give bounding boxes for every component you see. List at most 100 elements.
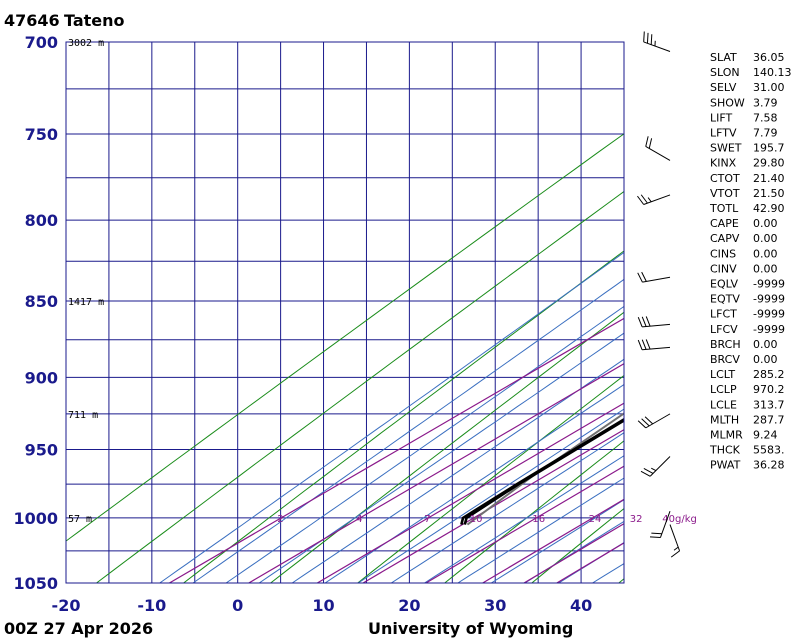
station-id: 47646 <box>4 11 60 30</box>
index-key: CINS <box>710 247 736 260</box>
barb-flag <box>637 420 647 429</box>
mixing-ratio-line <box>482 498 624 583</box>
stability-index-table: SLAT 36.05 SLON 140.13 SELV 31.00 SHOW 3.79 LIFT… <box>709 51 792 472</box>
index-value: 21.40 <box>753 172 785 185</box>
wind-barb <box>643 31 671 52</box>
barb-shaft <box>645 413 671 429</box>
index-value: 21.50 <box>753 187 785 200</box>
moist-adiabat <box>159 251 624 583</box>
temperature-tick-label: 10 <box>312 596 334 615</box>
height-label: 3002 m <box>68 38 104 49</box>
barb-shaft <box>669 524 681 552</box>
temperature-tick-label: -20 <box>52 596 81 615</box>
index-key: CAPV <box>710 232 740 245</box>
mixing-ratio-label: 7 <box>424 514 430 525</box>
moist-adiabat <box>291 358 624 583</box>
data-source: University of Wyoming <box>368 619 573 638</box>
index-key: SELV <box>710 81 737 94</box>
height-label: 57 m <box>68 514 92 525</box>
index-key: LCLE <box>710 398 737 411</box>
index-key: BRCH <box>710 338 741 351</box>
index-value: 285.2 <box>753 368 785 381</box>
index-value: 287.7 <box>753 413 785 426</box>
index-value: 31.00 <box>753 81 785 94</box>
mixing-ratio-label: 10 <box>470 514 483 525</box>
index-value: -9999 <box>753 323 785 336</box>
dry-adiabat <box>66 133 624 542</box>
index-value: -9999 <box>753 293 785 306</box>
index-value: 0.00 <box>753 247 778 260</box>
dry-adiabat <box>96 190 624 583</box>
mixing-ratio-label: 16 <box>532 514 545 525</box>
index-value: 42.90 <box>753 202 785 215</box>
barb-flag <box>637 339 643 350</box>
index-key: KINX <box>710 157 737 170</box>
pressure-tick-label: 900 <box>25 368 58 387</box>
mixing-ratio-label: 24 <box>589 514 602 525</box>
index-value: 3.79 <box>753 96 778 109</box>
index-key: CTOT <box>710 172 740 185</box>
index-value: 5583. <box>753 444 785 457</box>
profile-layer <box>460 412 624 526</box>
index-key: SWET <box>710 142 742 155</box>
index-key: THCK <box>709 444 741 457</box>
temperature-tick-label: 20 <box>398 596 420 615</box>
barb-half-flag <box>651 467 657 472</box>
barb-flag <box>641 418 650 427</box>
moist-adiabat <box>192 278 624 583</box>
mixing-ratio-line <box>248 363 624 583</box>
barb-flag <box>637 272 643 283</box>
plot-frame <box>65 41 625 584</box>
temperature-tick-label: -10 <box>137 596 166 615</box>
temperature-trace <box>463 418 624 525</box>
temperature-tick-label: 0 <box>232 596 243 615</box>
barb-flag <box>645 136 649 147</box>
wind-barb <box>637 316 671 328</box>
pressure-tick-label: 750 <box>25 125 58 144</box>
barb-shaft <box>649 456 671 477</box>
index-key: EQLV <box>710 278 739 291</box>
barb-flag <box>637 316 643 328</box>
pressure-tick-label: 700 <box>25 33 58 52</box>
barb-shaft <box>645 146 671 161</box>
index-value: -9999 <box>753 278 785 291</box>
index-value: 7.79 <box>753 127 778 140</box>
barb-shaft <box>642 323 671 328</box>
wind-barb <box>637 194 671 205</box>
dry-adiabat <box>183 250 624 583</box>
index-key: LFTV <box>710 127 737 140</box>
moist-adiabat <box>424 455 624 583</box>
moist-adiabat <box>391 432 624 583</box>
index-value: 29.80 <box>753 157 785 170</box>
moist-adiabat <box>357 408 624 583</box>
index-key: LCLP <box>710 383 737 396</box>
barb-flag <box>640 194 648 204</box>
index-key: CINV <box>710 262 737 275</box>
pressure-tick-label: 950 <box>25 440 58 459</box>
index-key: LFCV <box>710 323 738 336</box>
height-label: 1417 m <box>68 297 104 308</box>
mixing-ratio-label: 40g/kg <box>662 514 697 525</box>
wind-barb <box>637 339 671 351</box>
barb-flag <box>644 416 654 425</box>
barb-flag <box>643 468 654 474</box>
index-value: 0.00 <box>753 232 778 245</box>
mixing-ratio-line <box>169 317 624 583</box>
index-value: 0.00 <box>753 338 778 351</box>
label-layer: 2 4 7 10 16 24 32 40g/kg70075080085090095010001… <box>13 33 696 615</box>
barb-flag <box>649 536 661 539</box>
barb-shaft <box>642 346 671 351</box>
wind-barb <box>669 524 681 558</box>
index-key: SLAT <box>710 51 737 64</box>
moist-adiabat <box>258 332 624 583</box>
barb-flag <box>645 339 651 350</box>
index-value: 0.00 <box>753 353 778 366</box>
mixing-ratio-label: 4 <box>356 514 362 525</box>
parcel-trace <box>466 412 624 526</box>
barb-flag <box>651 532 662 535</box>
pressure-tick-label: 850 <box>25 292 58 311</box>
index-key: TOTL <box>709 202 739 215</box>
barb-flag <box>641 339 647 350</box>
index-key: MLMR <box>710 429 743 442</box>
